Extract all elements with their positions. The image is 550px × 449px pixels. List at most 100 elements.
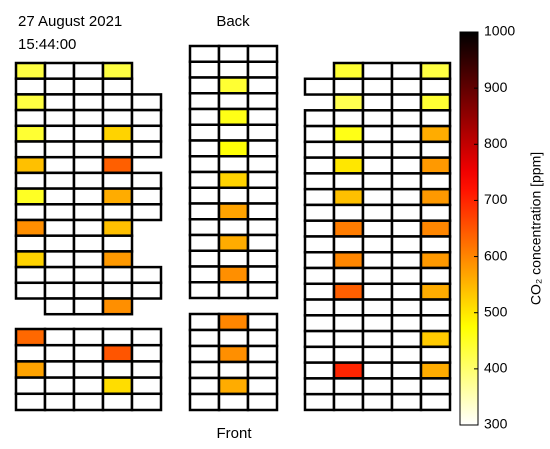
seat bbox=[419, 219, 452, 238]
empty-seat bbox=[43, 140, 76, 159]
empty-seat bbox=[361, 124, 394, 144]
seat bbox=[217, 76, 250, 95]
empty-seat bbox=[361, 156, 394, 175]
empty-seat bbox=[246, 186, 279, 205]
empty-seat bbox=[43, 171, 76, 190]
empty-seat bbox=[130, 265, 163, 285]
empty-seat bbox=[217, 155, 250, 174]
empty-seat bbox=[303, 187, 336, 207]
seat bbox=[101, 61, 134, 80]
empty-seat bbox=[14, 343, 47, 363]
empty-seat bbox=[188, 92, 221, 111]
empty-seat bbox=[303, 124, 336, 144]
seat bbox=[419, 361, 452, 380]
empty-seat bbox=[188, 60, 221, 79]
empty-seat bbox=[246, 170, 279, 189]
empty-seat bbox=[188, 281, 221, 300]
empty-seat bbox=[332, 298, 365, 317]
empty-seat bbox=[246, 312, 279, 332]
empty-seat bbox=[246, 202, 279, 221]
empty-seat bbox=[130, 281, 163, 300]
empty-seat bbox=[217, 186, 250, 205]
seat bbox=[419, 156, 452, 175]
empty-seat bbox=[188, 360, 221, 380]
seat bbox=[332, 282, 365, 301]
empty-seat bbox=[246, 92, 279, 111]
empty-seat bbox=[246, 249, 279, 268]
empty-seat bbox=[72, 61, 105, 80]
empty-seat bbox=[303, 266, 336, 286]
empty-seat bbox=[43, 250, 76, 269]
empty-seat bbox=[101, 93, 134, 112]
empty-seat bbox=[217, 218, 250, 237]
empty-seat bbox=[188, 218, 221, 237]
empty-seat bbox=[390, 124, 423, 144]
seat bbox=[101, 218, 134, 237]
colorbar-tick-label: 800 bbox=[484, 135, 508, 151]
seat bbox=[101, 155, 134, 175]
empty-seat bbox=[361, 187, 394, 207]
empty-seat bbox=[303, 203, 336, 222]
empty-seat bbox=[361, 109, 394, 128]
empty-seat bbox=[43, 77, 76, 96]
empty-seat bbox=[361, 77, 394, 96]
empty-seat bbox=[72, 187, 105, 206]
empty-seat bbox=[72, 250, 105, 269]
empty-seat bbox=[101, 265, 134, 285]
empty-seat bbox=[246, 376, 279, 396]
seat bbox=[14, 250, 47, 269]
empty-seat bbox=[130, 187, 163, 206]
empty-seat bbox=[43, 234, 76, 253]
empty-seat bbox=[332, 140, 365, 159]
empty-seat bbox=[217, 92, 250, 111]
empty-seat bbox=[246, 44, 279, 63]
empty-seat bbox=[188, 249, 221, 268]
empty-seat bbox=[303, 361, 336, 380]
seat bbox=[14, 61, 47, 80]
empty-seat bbox=[188, 186, 221, 205]
empty-seat bbox=[101, 392, 134, 412]
empty-seat bbox=[43, 108, 76, 128]
empty-seat bbox=[188, 328, 221, 348]
empty-seat bbox=[217, 392, 250, 412]
empty-seat bbox=[43, 93, 76, 112]
empty-seat bbox=[188, 76, 221, 95]
empty-seat bbox=[188, 202, 221, 221]
empty-seat bbox=[43, 203, 76, 222]
empty-seat bbox=[390, 235, 423, 254]
seat bbox=[332, 219, 365, 238]
empty-seat bbox=[332, 109, 365, 128]
empty-seat bbox=[361, 266, 394, 286]
empty-seat bbox=[217, 249, 250, 268]
seat bbox=[101, 297, 134, 316]
empty-seat bbox=[419, 377, 452, 396]
empty-seat bbox=[101, 108, 134, 128]
empty-seat bbox=[390, 250, 423, 270]
empty-seat bbox=[130, 392, 163, 412]
empty-seat bbox=[246, 107, 279, 126]
seat bbox=[419, 250, 452, 270]
empty-seat bbox=[217, 44, 250, 63]
front-label: Front bbox=[216, 425, 252, 442]
empty-seat bbox=[419, 298, 452, 317]
empty-seat bbox=[72, 203, 105, 222]
empty-seat bbox=[130, 343, 163, 363]
seat bbox=[217, 139, 250, 158]
seat bbox=[14, 187, 47, 206]
seat bbox=[101, 343, 134, 363]
empty-seat bbox=[246, 281, 279, 300]
seat bbox=[217, 265, 250, 284]
empty-seat bbox=[188, 139, 221, 158]
colorbar-tick-label: 1000 bbox=[484, 23, 515, 39]
empty-seat bbox=[419, 203, 452, 222]
empty-seat bbox=[332, 329, 365, 349]
empty-seat bbox=[72, 281, 105, 300]
empty-seat bbox=[332, 172, 365, 191]
empty-seat bbox=[188, 107, 221, 126]
empty-seat bbox=[43, 376, 76, 396]
empty-seat bbox=[217, 60, 250, 79]
empty-seat bbox=[217, 360, 250, 380]
empty-seat bbox=[303, 392, 336, 412]
empty-seat bbox=[14, 281, 47, 300]
empty-seat bbox=[43, 155, 76, 175]
